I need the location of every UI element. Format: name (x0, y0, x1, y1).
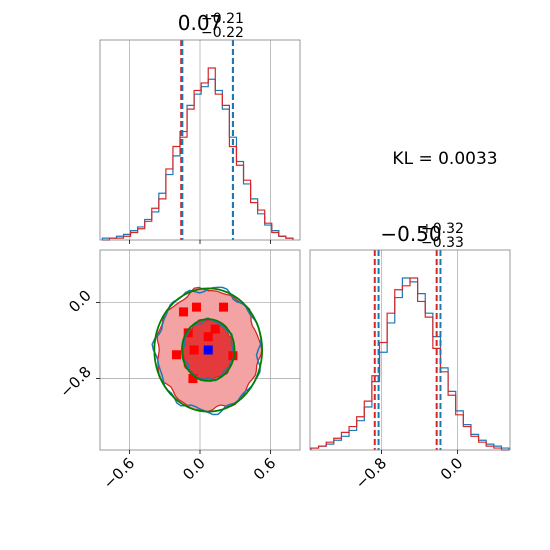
param1-title: 0.07 (178, 11, 223, 35)
joint-red-bin-0 (179, 307, 189, 317)
param2-median: −0.50 (380, 222, 441, 246)
joint-red-bin-4 (171, 350, 181, 360)
joint-red-bin-2 (219, 302, 229, 312)
joint-blue-marker (203, 345, 213, 355)
kl-divergence-label: KL = 0.0033 (392, 149, 497, 169)
joint-red-bin-3 (210, 324, 220, 334)
param2-title: −0.50 (380, 222, 441, 246)
param2-histogram-grid (381, 250, 459, 450)
joint-red-bin-8 (203, 332, 213, 342)
joint-xtick-label-0: −0.6 (100, 454, 138, 492)
joint-xtick-label-1: 0.0 (179, 454, 209, 484)
joint-ytick-label-0: −0.8 (56, 363, 94, 401)
joint-density-contours (151, 286, 264, 416)
param2-histogram-panel: −0.8 0.0 −0.50 +0.32 −0.33 (309, 221, 511, 493)
param2-lower-error: −0.33 (421, 235, 464, 251)
joint-green-outer-contour (153, 287, 264, 413)
param2-tick-label-1: 0.0 (437, 454, 467, 484)
joint-red-bin-7 (188, 374, 198, 384)
param1-histogram-panel: 0.07 +0.21 −0.22 (99, 11, 301, 244)
param1-histogram-series (101, 40, 294, 241)
param2-histogram-ticks: −0.8 0.0 (352, 450, 467, 493)
param2-histogram-frame (309, 249, 511, 451)
param2-histogram-series (310, 250, 510, 451)
joint-red-bin-1 (191, 302, 201, 312)
param2-red-histogram (310, 277, 510, 451)
param2-tick-label-0: −0.8 (352, 454, 390, 492)
param1-red-histogram (102, 67, 294, 241)
joint-density-panel: −0.6 0.0 0.6 −0.8 0.0 (56, 249, 301, 493)
joint-ytick-label-1: 0.0 (65, 286, 95, 316)
param1-histogram-ticks (129, 240, 271, 244)
param2-upper-error: +0.32 (421, 221, 464, 237)
param1-median: 0.07 (178, 11, 223, 35)
joint-xtick-label-2: 0.6 (250, 454, 280, 484)
joint-red-bin-5 (189, 345, 199, 355)
param2-blue-histogram (310, 277, 510, 450)
param1-histogram-grid (129, 40, 271, 240)
joint-green-inner-contour (181, 318, 236, 382)
param1-lower-error: −0.22 (201, 25, 244, 41)
param1-upper-error: +0.21 (201, 11, 244, 27)
